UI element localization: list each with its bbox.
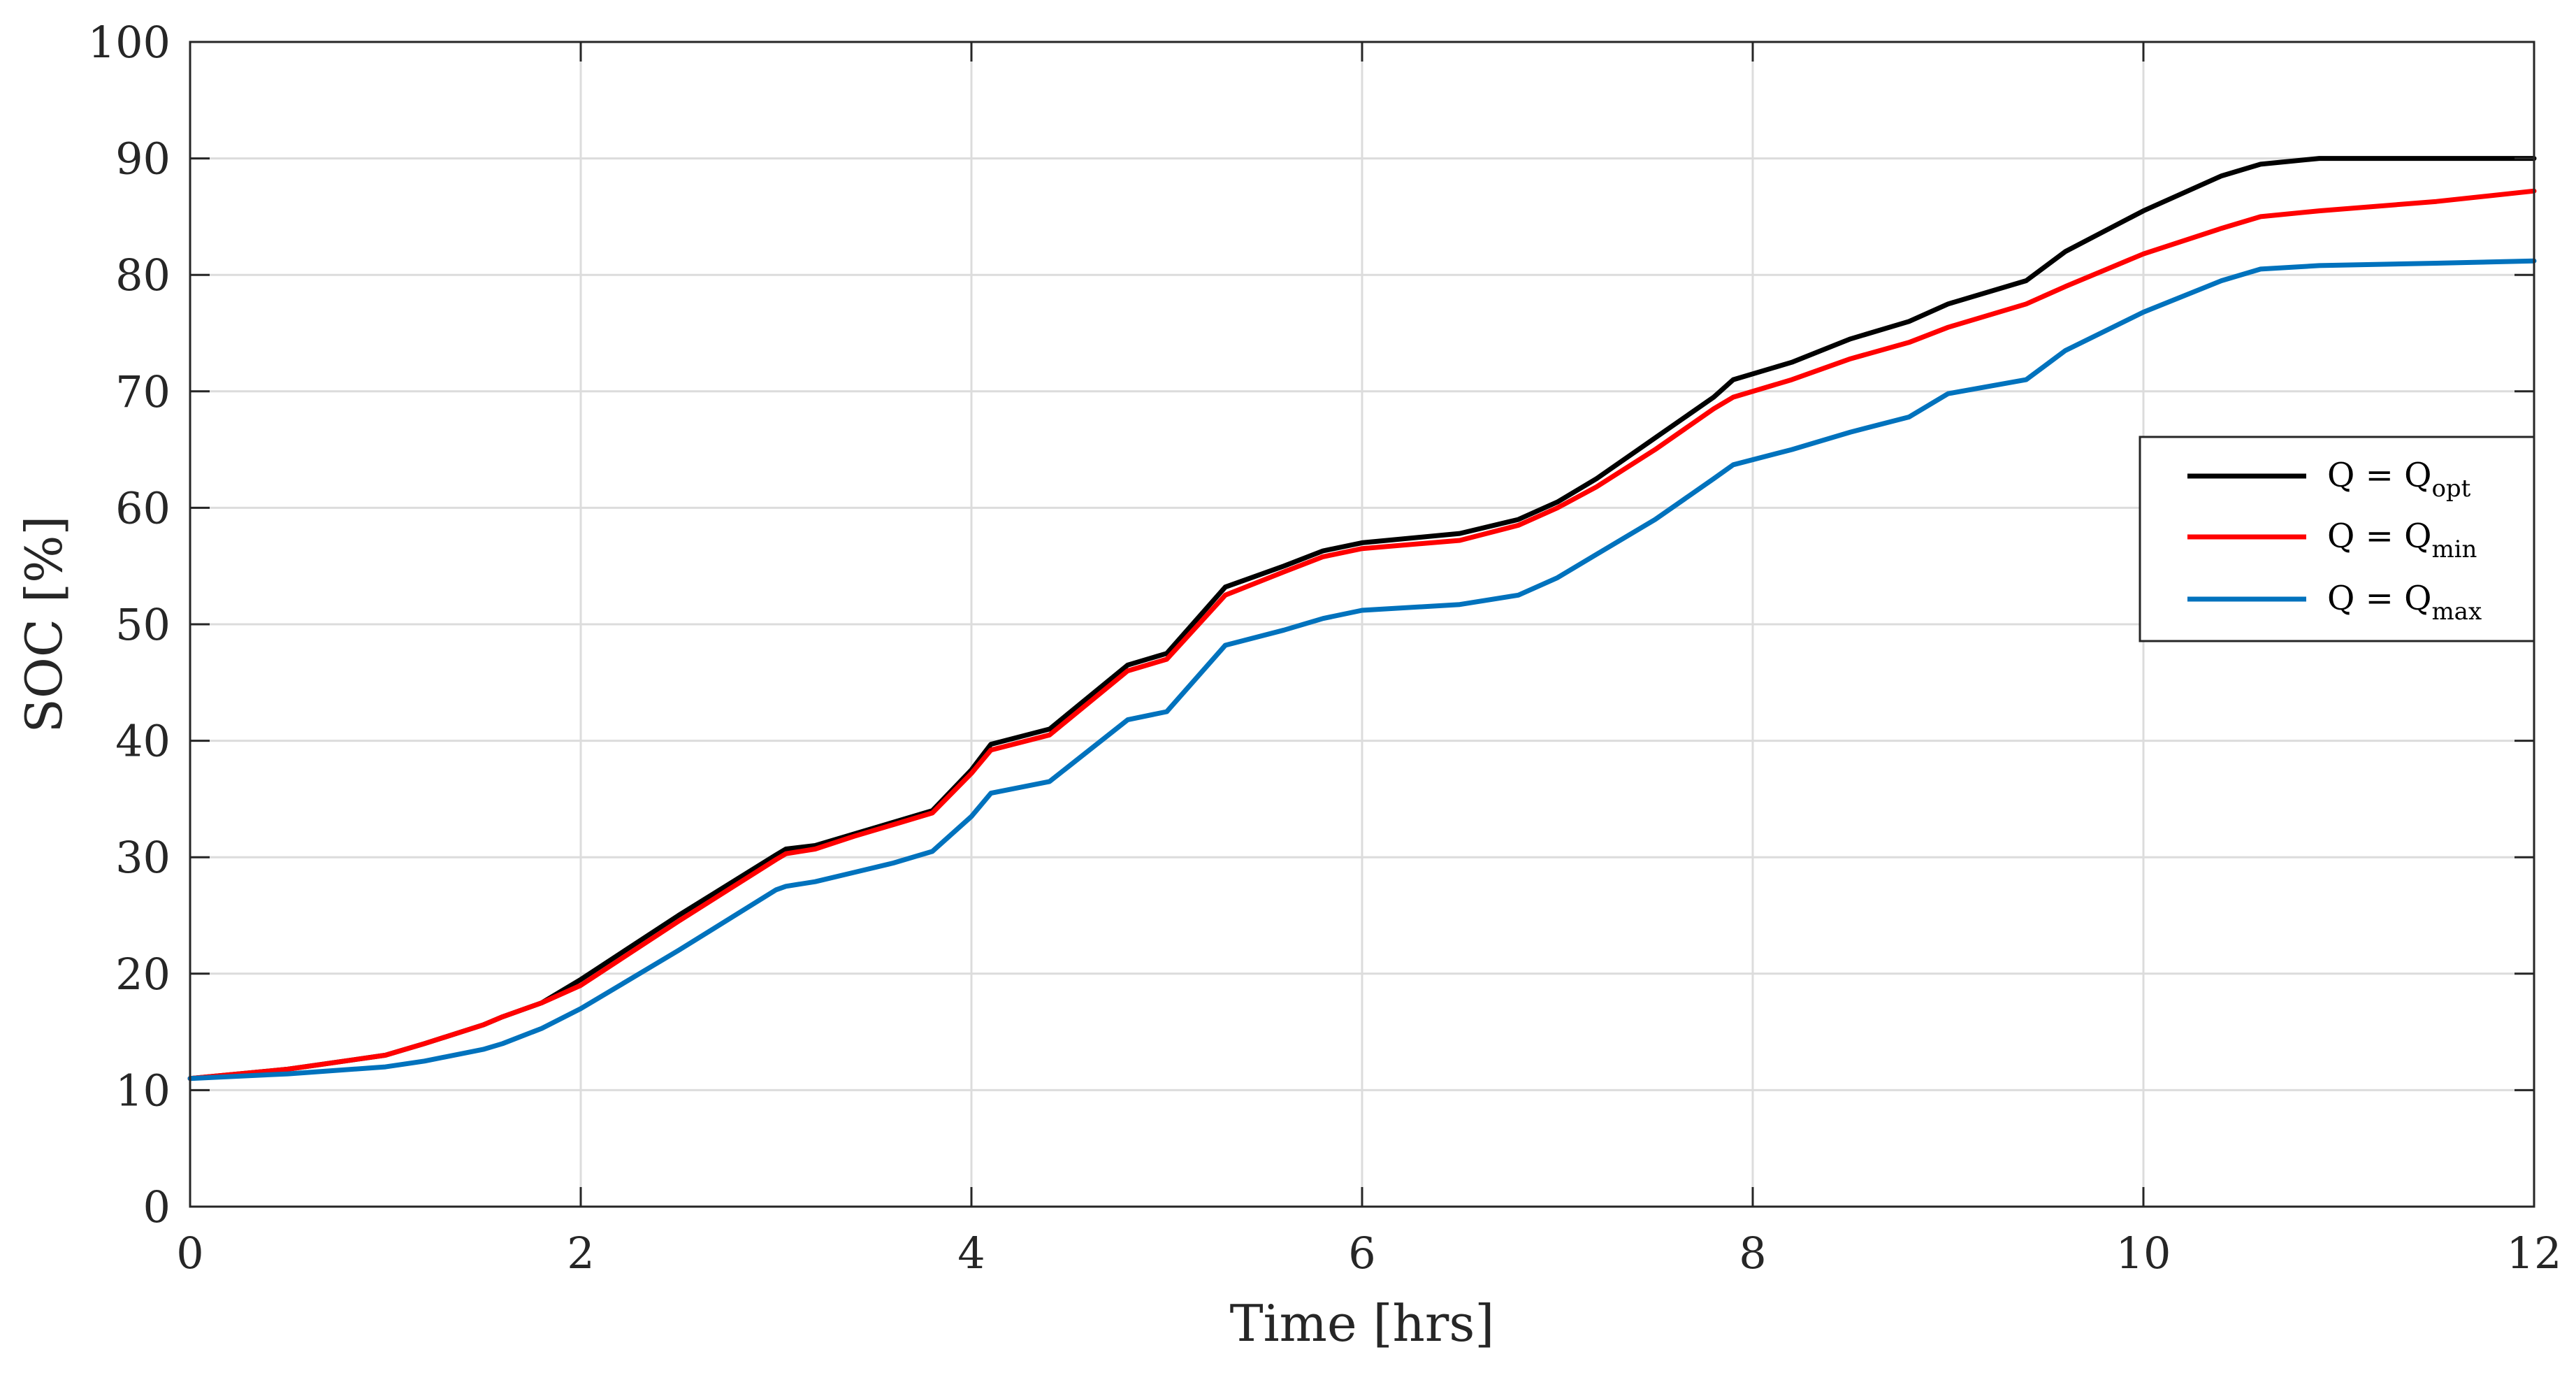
x-tick-label-0: 0: [176, 1228, 203, 1279]
x-tick-label-1: 2: [567, 1228, 594, 1279]
legend-label-max-main: Q = Q: [2327, 579, 2431, 618]
x-tick-label-5: 10: [2116, 1228, 2171, 1279]
series-line-min: [187, 188, 2537, 1081]
legend-label-max: Q = Qmax: [2327, 579, 2482, 626]
y-tick-label-10: 100: [88, 17, 171, 68]
y-tick-label-7: 70: [115, 366, 171, 417]
legend-label-min-main: Q = Q: [2327, 517, 2431, 556]
y-tick-label-1: 10: [115, 1065, 171, 1116]
x-tick-label-4: 8: [1739, 1228, 1766, 1279]
legend-label-min: Q = Qmin: [2327, 517, 2477, 563]
y-tick-label-6: 60: [115, 482, 171, 533]
series-line-opt: [187, 156, 2537, 1081]
legend-label-opt-sub: opt: [2431, 475, 2470, 503]
y-axis-title: SOC [%]: [15, 516, 73, 733]
x-axis-title: Time [hrs]: [1230, 1294, 1495, 1353]
legend-label-max-sub: max: [2431, 598, 2482, 626]
legend-label-opt-main: Q = Q: [2327, 456, 2431, 495]
x-tick-label-6: 12: [2507, 1228, 2562, 1279]
y-tick-label-9: 90: [115, 134, 171, 185]
x-tick-label-3: 6: [1348, 1228, 1375, 1279]
y-tick-label-2: 20: [115, 949, 171, 1000]
series-line-max: [187, 258, 2537, 1081]
x-tick-labels: 0 2 4 6 8 10 12: [176, 1228, 2561, 1279]
y-tick-labels: 0 10 20 30 40 50 60 70 80 90 100: [88, 17, 171, 1232]
legend: Q = Qopt Q = Qmin Q = Qmax: [2139, 436, 2535, 642]
y-tick-label-3: 30: [115, 832, 171, 883]
x-tick-label-2: 4: [957, 1228, 985, 1279]
y-tick-label-5: 50: [115, 599, 171, 650]
y-tick-label-4: 40: [115, 716, 171, 767]
series-lines: [187, 156, 2537, 1081]
y-tick-label-0: 0: [143, 1181, 171, 1232]
y-tick-label-8: 80: [115, 250, 171, 301]
legend-label-opt: Q = Qopt: [2327, 456, 2471, 503]
legend-label-min-sub: min: [2431, 536, 2477, 563]
